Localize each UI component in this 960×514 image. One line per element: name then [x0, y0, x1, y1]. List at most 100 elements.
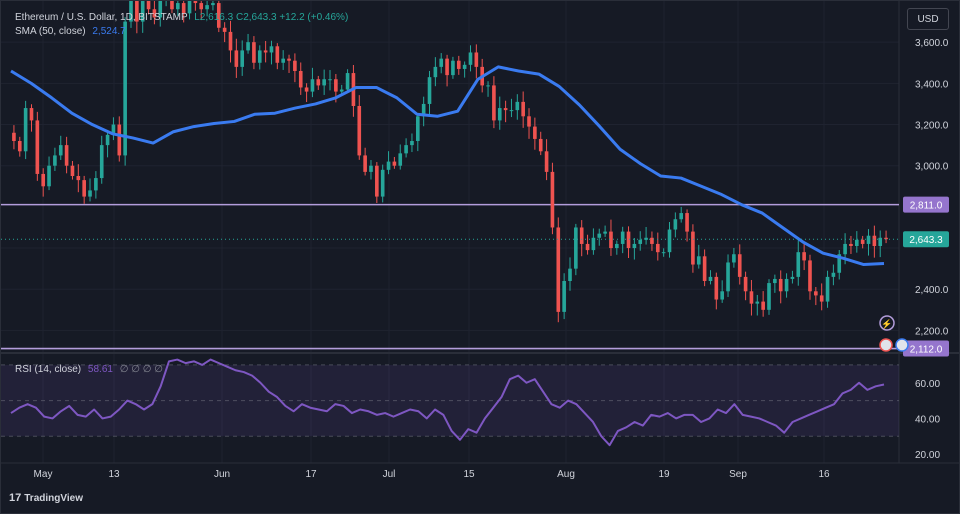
candle-body [70, 165, 75, 176]
candle-body [445, 58, 449, 76]
candle-body [685, 213, 689, 232]
candle-body [837, 254, 842, 273]
sma-label: SMA (50, close) [15, 26, 86, 37]
chart-legend-main[interactable]: Ethereum / U.S. Dollar, 1D, BITSTAMP L2,… [15, 12, 348, 23]
candle-body [339, 89, 344, 92]
candle-body [638, 239, 643, 244]
candle-body [667, 229, 672, 253]
candle-body [316, 79, 321, 86]
candle-body [714, 276, 719, 300]
candle-body [105, 134, 110, 146]
price-tick-label: 2,400.0 [915, 285, 949, 296]
candle-body [439, 58, 444, 67]
rsi-legend[interactable]: RSI (14, close) 58.61 ∅ ∅ ∅ ∅ [15, 364, 163, 375]
candle-body [187, 1, 192, 14]
sma-value: 2,524.7 [92, 26, 126, 37]
candle-body [216, 3, 221, 28]
candle-body [538, 138, 543, 152]
candle-body [64, 145, 69, 166]
candle-body [211, 3, 215, 6]
candle-body [76, 176, 81, 181]
candle-body [597, 233, 602, 238]
candle-body [661, 252, 666, 254]
symbol-label: Ethereum / U.S. Dollar, 1D, BITSTAMP [15, 12, 188, 23]
price-tick-label: 3,200.0 [915, 121, 949, 132]
tradingview-logo[interactable]: 17 TradingView [9, 492, 83, 504]
time-tick-label: Jul [383, 469, 396, 480]
time-tick-label: 19 [658, 469, 670, 480]
brand-label: TradingView [24, 492, 83, 504]
candle-body [234, 50, 239, 67]
candle-body [345, 73, 350, 90]
candle-body [778, 278, 783, 292]
currency-button[interactable]: USD [907, 8, 949, 30]
candle-body [375, 165, 379, 197]
candle-body [585, 243, 590, 251]
rsi-line [10, 358, 885, 447]
candle-body [732, 254, 736, 263]
candle-body [808, 260, 812, 292]
candle-body [773, 278, 777, 284]
candle-body [23, 108, 28, 152]
candle-body [298, 71, 303, 88]
candle-body [872, 235, 877, 246]
time-tick-label: Jun [214, 469, 230, 480]
price-tick-label: 3,400.0 [915, 79, 949, 90]
candle-body [878, 237, 883, 246]
candle-body [843, 243, 847, 255]
time-tick-label: 16 [818, 469, 830, 480]
candle-body [515, 101, 520, 111]
level-label-bg [903, 340, 949, 357]
candle-body [579, 227, 584, 244]
candle-body [82, 180, 86, 197]
candle-body [673, 219, 678, 230]
rsi-value: 58.61 [87, 364, 113, 375]
candle-body [193, 1, 198, 4]
candle-body [199, 3, 204, 10]
candle-body [17, 141, 22, 152]
candle-body [743, 276, 748, 292]
candle-body [240, 50, 245, 67]
candle-body [468, 52, 473, 65]
candle-body [726, 262, 730, 292]
candle-body [129, 1, 133, 22]
candle-body [12, 132, 16, 141]
candle-body [287, 58, 291, 61]
candle-body [492, 85, 496, 121]
candle-body [755, 301, 760, 304]
price-tick-label: 3,600.0 [915, 38, 949, 49]
candle-body [386, 161, 391, 170]
time-tick-label: 13 [108, 469, 120, 480]
candle-body [152, 9, 157, 18]
time-tick-label: Aug [557, 469, 575, 480]
candle-body [819, 295, 824, 302]
candle-body [117, 124, 122, 156]
candle-body [427, 77, 432, 104]
event-flag-icon [879, 338, 893, 352]
candle-body [562, 281, 566, 312]
sma-legend[interactable]: SMA (50, close) 2,524.7 [15, 26, 126, 37]
level-label: 2,811.0 [910, 201, 943, 212]
candle-body [363, 155, 367, 172]
candle-body [702, 256, 707, 281]
candle-body [556, 227, 561, 312]
candle-body [749, 291, 754, 304]
candle-body [158, 1, 163, 18]
candle-body [644, 237, 648, 240]
candle-body [410, 141, 414, 146]
candle-body [398, 153, 403, 166]
candle-body [708, 276, 713, 281]
candle-body [451, 60, 455, 76]
candle-body [228, 31, 233, 51]
candle-body [650, 237, 654, 244]
candle-body [415, 116, 420, 141]
ohlc-low: L2,616.3 [194, 12, 234, 23]
candle-body [222, 27, 227, 32]
candle-body [322, 79, 326, 86]
candle-body [41, 173, 46, 187]
candle-body [181, 3, 186, 14]
candle-body [486, 85, 490, 87]
candle-body [263, 50, 268, 53]
candle-body [790, 276, 795, 279]
